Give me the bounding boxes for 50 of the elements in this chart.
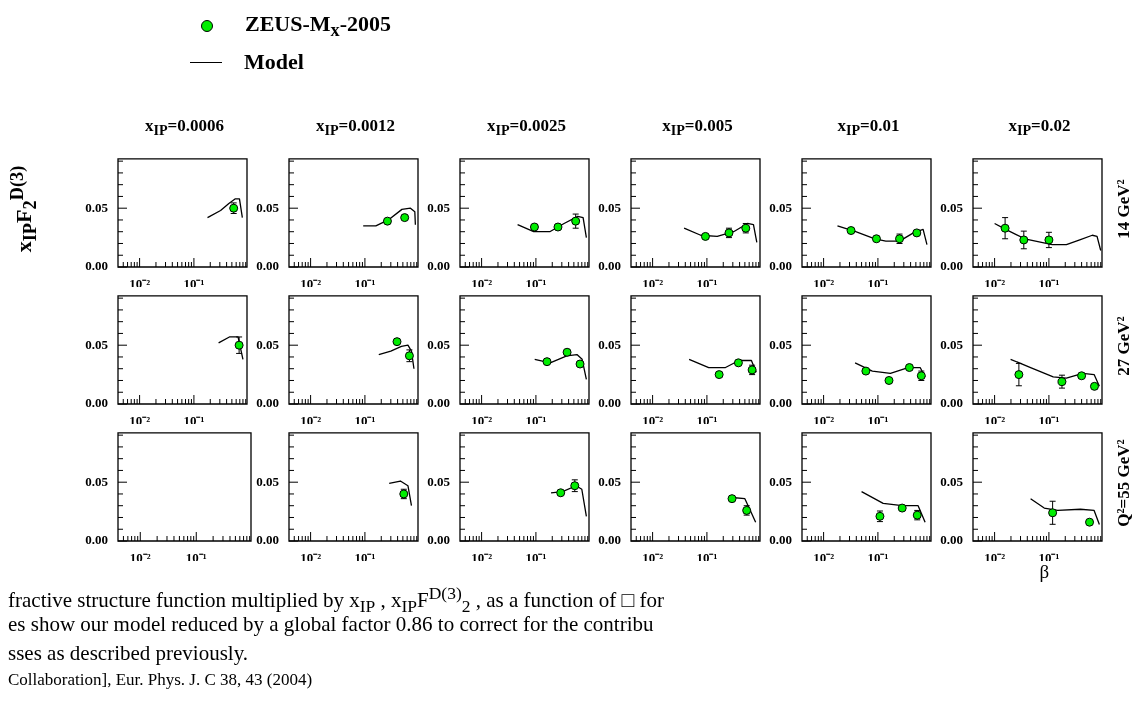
- y-tick-label: 0.05: [256, 336, 280, 352]
- y-tick-label: 0.05: [598, 473, 622, 489]
- y-tick-label: 0.05: [85, 199, 109, 215]
- y-tick-label: 0.05: [940, 473, 964, 489]
- chart-title: x$_{IP}$=0.0012: [314, 116, 397, 140]
- y-tick-label: 0.05: [940, 336, 964, 352]
- y-tick-label: 0.00: [85, 258, 108, 274]
- y-tick-label: 0.00: [256, 395, 279, 411]
- x-axis-title: β: [1039, 561, 1050, 583]
- y-tick-label: 0.05: [940, 199, 964, 215]
- y-tick-label: 0.00: [769, 532, 792, 548]
- y-tick-label: 0.05: [427, 473, 451, 489]
- y-tick-label: 0.05: [427, 199, 451, 215]
- y-tick-label: 0.00: [940, 258, 963, 274]
- legend-label: ZEUS-M$_{x}$-2005: [245, 10, 392, 42]
- text: sses as described previously.: [8, 641, 249, 666]
- chart-title: x$_{IP}$=0.005: [661, 116, 734, 140]
- text: Collaboration], Eur. Phys. J. C 38, 43 (2004): [8, 670, 313, 690]
- y-tick-label: 0.00: [940, 395, 963, 411]
- y2-axis-title: 14 GeV²: [1114, 178, 1134, 239]
- y-tick-label: 0.00: [256, 258, 279, 274]
- y-tick-label: 0.05: [256, 473, 280, 489]
- y-tick-label: 0.05: [769, 336, 793, 352]
- y-tick-label: 0.05: [85, 336, 109, 352]
- y-tick-label: 0.05: [85, 473, 109, 489]
- y-tick-label: 0.05: [427, 336, 451, 352]
- chart-title: x$_{IP}$=0.0006: [143, 116, 226, 140]
- y-tick-label: 0.00: [427, 532, 450, 548]
- y2-axis-title: Q²=55 GeV²: [1114, 438, 1134, 527]
- y-tick-label: 0.05: [769, 473, 793, 489]
- legend-label: Model: [244, 49, 304, 75]
- y-tick-label: 0.00: [256, 532, 279, 548]
- y-tick-label: 0.00: [769, 395, 792, 411]
- y-tick-label: 0.00: [598, 395, 621, 411]
- chart-title: x$_{IP}$=0.01: [836, 116, 901, 140]
- y-tick-label: 0.00: [427, 258, 450, 274]
- y-tick-label: 0.00: [85, 532, 108, 548]
- y-tick-label: 0.00: [940, 532, 963, 548]
- y-tick-label: 0.00: [598, 258, 621, 274]
- y-tick-label: 0.00: [427, 395, 450, 411]
- y-tick-label: 0.05: [598, 336, 622, 352]
- y-tick-label: 0.00: [769, 258, 792, 274]
- y-tick-label: 0.00: [598, 532, 621, 548]
- y-tick-label: 0.05: [598, 199, 622, 215]
- chart-title: x$_{IP}$=0.0025: [485, 116, 568, 140]
- y2-axis-title: 27 GeV²: [1114, 315, 1134, 376]
- y-tick-label: 0.05: [256, 199, 280, 215]
- y-tick-label: 0.05: [769, 199, 793, 215]
- y-tick-label: 0.00: [85, 395, 108, 411]
- chart-title: x$_{IP}$=0.02: [1007, 116, 1072, 140]
